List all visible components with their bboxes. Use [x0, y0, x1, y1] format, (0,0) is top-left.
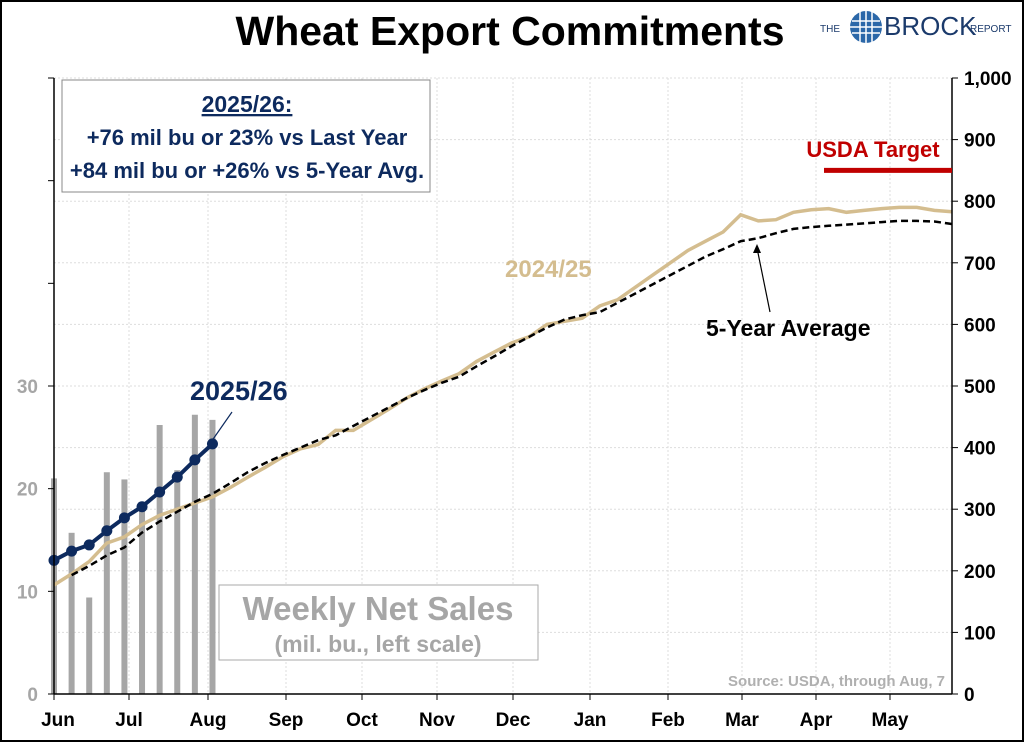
x-tick-label: Nov — [419, 710, 455, 731]
bars-legend-box — [218, 584, 539, 661]
weekly-sales-bar — [121, 479, 128, 694]
label-2024-25: 2024/25 — [505, 256, 592, 283]
x-tick-label: Feb — [651, 710, 685, 731]
source-note: Source: USDA, through Aug, 7 — [728, 673, 945, 690]
weekly-sales-bar — [86, 597, 93, 694]
2025-26-arrow — [201, 411, 233, 456]
x-tick-label: Mar — [725, 710, 759, 731]
right-tick-label: 0 — [964, 685, 975, 706]
summary-line2: +84 mil bu or +26% vs 5-Year Avg. — [70, 158, 424, 183]
series-line-2024-25 — [53, 205, 953, 587]
point-2025-26 — [206, 438, 218, 450]
right-tick-label: 400 — [964, 439, 996, 460]
weekly-sales-bar — [68, 532, 75, 694]
left-tick-label: 30 — [17, 377, 38, 398]
x-tick-label: Jan — [574, 710, 607, 731]
right-tick-label: 600 — [964, 315, 996, 336]
left-tick-label: 0 — [27, 685, 38, 706]
right-tick-label: 900 — [964, 131, 996, 152]
point-2025-26 — [101, 525, 113, 537]
point-2025-26 — [66, 545, 78, 557]
5yr-arrow — [756, 247, 771, 313]
weekly-sales-bar — [174, 470, 181, 694]
left-tick-label: 10 — [17, 582, 38, 603]
label-5yr-avg: 5-Year Average — [706, 315, 871, 341]
globe-grid-icon — [850, 11, 882, 43]
series-lines — [48, 205, 953, 587]
brock-logo: THE BROCK REPORT — [820, 11, 1012, 43]
right-tick-label: 1,000 — [964, 69, 1012, 90]
right-tick-label: 700 — [964, 254, 996, 275]
x-tick-label: Dec — [496, 710, 531, 731]
right-tick-label: 100 — [964, 623, 996, 644]
chart-title: Wheat Export Commitments — [236, 8, 785, 54]
right-tick-label: 200 — [964, 562, 996, 583]
bars-legend-title: Weekly Net Sales — [243, 590, 514, 627]
x-tick-label: May — [872, 710, 909, 731]
x-tick-label: Aug — [190, 710, 227, 731]
summary-line1: +76 mil bu or 23% vs Last Year — [87, 125, 408, 150]
weekly-sales-bar — [156, 425, 163, 694]
5yr-arrowhead — [753, 244, 761, 253]
usda-target-label: USDA Target — [806, 137, 940, 162]
right-tick-label: 800 — [964, 192, 996, 213]
left-tick-label: 20 — [17, 480, 38, 501]
x-tick-label: Sep — [269, 710, 304, 731]
point-2025-26 — [136, 501, 148, 513]
point-2025-26 — [154, 486, 166, 498]
weekly-sales-bar — [103, 472, 110, 694]
bars-legend-sub: (mil. bu., left scale) — [274, 631, 481, 657]
summary-box — [61, 79, 431, 193]
weekly-sales-bar — [209, 419, 216, 694]
point-2025-26 — [171, 471, 183, 483]
point-2025-26 — [189, 454, 201, 466]
x-tick-label: Apr — [800, 710, 833, 731]
series-line-2025-26 — [53, 442, 214, 563]
bars — [51, 414, 216, 694]
x-tick-label: Jun — [41, 710, 75, 731]
point-2025-26 — [118, 512, 130, 524]
logo-the: THE — [820, 24, 840, 35]
summary-title: 2025/26: — [202, 91, 293, 117]
x-tick-label: Jul — [115, 710, 142, 731]
weekly-sales-bar — [139, 509, 146, 694]
weekly-sales-bar — [191, 414, 198, 694]
series-line-5-year-average — [71, 219, 953, 577]
label-2025-26: 2025/26 — [190, 376, 288, 406]
right-tick-label: 300 — [964, 500, 996, 521]
right-tick-label: 500 — [964, 377, 996, 398]
logo-brock: BROCK — [884, 11, 977, 41]
x-tick-label: Oct — [346, 710, 378, 731]
logo-report: REPORT — [970, 24, 1012, 35]
point-2025-26 — [83, 539, 95, 551]
